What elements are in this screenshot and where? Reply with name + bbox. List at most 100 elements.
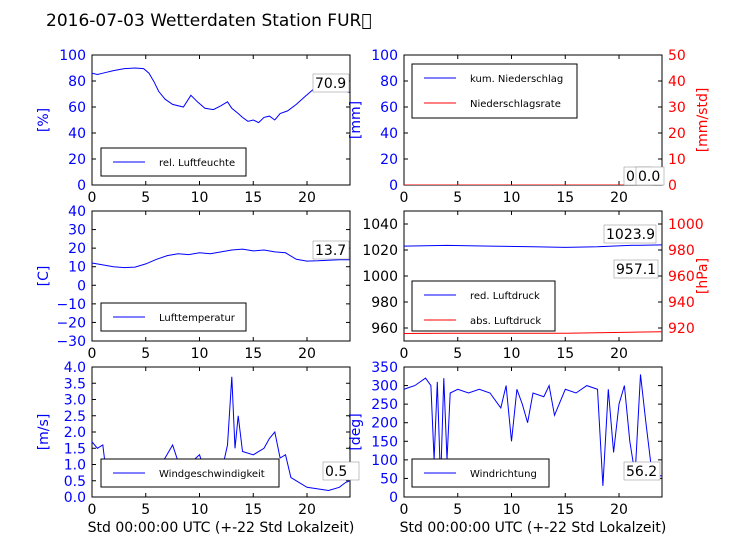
y-tick-label: 2.5 (64, 409, 86, 425)
y-axis-label-right: [mm/std] (695, 88, 711, 153)
y-axis-label: [%] (36, 108, 52, 132)
y-tick-label-right: 20 (668, 126, 686, 142)
chart-humidity: 0 5 10 15 20 0 20 40 60 80 100 [%] rel. Luftfeuchte 7… (36, 48, 351, 206)
series-line-1 (92, 67, 350, 124)
chart-pressure: 0 5 10 15 20 960 980 1000 1020 1040 920 940 960 980 10… (362, 210, 711, 362)
axes-frame (91, 54, 351, 186)
y-tick-label-right: 10 (668, 152, 686, 168)
x-tick-label: 5 (453, 346, 462, 362)
y-tick-label: 0 (77, 178, 86, 194)
y-tick-label-right: 0 (668, 178, 677, 194)
y-tick-label: 40 (68, 126, 86, 142)
y-axis-label-right: [hPa] (695, 258, 711, 294)
x-tick-label: 5 (141, 346, 150, 362)
x-tick-label: 20 (610, 346, 628, 362)
current-value: 56.2 (626, 464, 657, 480)
y-tick-label: 0.5 (64, 474, 86, 490)
y-tick-label-right: 940 (668, 295, 695, 311)
current-value-2: 0.0 (638, 169, 660, 185)
x-tick-label: 10 (191, 346, 209, 362)
x-tick-label: 15 (244, 346, 262, 362)
y-tick-label: 350 (371, 360, 398, 376)
series-line-1 (404, 244, 662, 248)
x-tick-label: 15 (244, 502, 262, 518)
axes-frame (403, 366, 663, 498)
legend-label: kum. Niederschlag (470, 74, 563, 85)
y-tick-label: 1.0 (64, 458, 86, 474)
y-tick-label: 0 (389, 178, 398, 194)
y-tick-label: 1040 (362, 217, 398, 233)
current-value: 13.7 (315, 243, 346, 259)
y-tick-label: 1000 (362, 269, 398, 285)
y-tick-label: −30 (56, 334, 86, 350)
y-axis-label: [deg] (348, 413, 364, 450)
current-value: 0.5 (325, 464, 347, 480)
y-tick-label: 50 (380, 471, 398, 487)
x-tick-label: 10 (191, 190, 209, 206)
legend-box (411, 63, 578, 119)
legend-label: Windgeschwindigkeit (159, 469, 265, 480)
y-tick-label: 2.0 (64, 425, 86, 441)
series-line-1 (404, 374, 662, 486)
axes-frame (91, 210, 351, 342)
chart-wind: 0 5 10 15 200.00.51.01.52.02.53.03.54.0[m/s]… (36, 360, 360, 536)
current-value-2: 957.1 (616, 262, 656, 278)
y-tick-label: 3.0 (64, 393, 86, 409)
y-tick-label: 40 (68, 204, 86, 220)
x-tick-label: 5 (141, 502, 150, 518)
x-tick-label: 5 (453, 502, 462, 518)
x-tick-label: 0 (400, 502, 409, 518)
legend-box (411, 280, 556, 332)
legend-label: Niederschlagsrate (470, 99, 561, 110)
y-tick-label: 20 (68, 152, 86, 168)
y-tick-label-right: 920 (668, 321, 695, 337)
x-tick-label: 10 (191, 502, 209, 518)
value-box (312, 73, 350, 93)
y-tick-label: 80 (380, 74, 398, 90)
y-tick-label: 100 (371, 48, 398, 64)
legend-label: Lufttemperatur (159, 313, 236, 324)
y-tick-label: 10 (68, 260, 86, 276)
y-tick-label: 80 (68, 74, 86, 90)
y-tick-label: 250 (371, 397, 398, 413)
x-tick-label: 15 (244, 190, 262, 206)
x-tick-label: 5 (141, 190, 150, 206)
value-box (312, 240, 350, 260)
y-tick-label: 0.0 (64, 490, 86, 506)
y-tick-label-right: 40 (668, 74, 686, 90)
x-tick-label: 0 (88, 190, 97, 206)
x-tick-label: 10 (503, 346, 521, 362)
current-value: 70.9 (315, 76, 346, 92)
y-tick-label: 100 (371, 453, 398, 469)
y-tick-label: 20 (68, 241, 86, 257)
y-tick-label: −20 (56, 315, 86, 331)
y-tick-label: 60 (68, 100, 86, 116)
y-tick-label: −10 (56, 297, 86, 313)
y-tick-label-right: 980 (668, 243, 695, 259)
x-tick-label: 20 (298, 502, 316, 518)
y-tick-label: 20 (380, 152, 398, 168)
value-box (635, 166, 665, 186)
x-tick-label: 0 (400, 346, 409, 362)
y-axis-label: [C] (36, 266, 52, 287)
y-tick-label: 100 (59, 48, 86, 64)
legend-label: abs. Luftdruck (470, 316, 541, 327)
y-tick-label: 1020 (362, 243, 398, 259)
x-tick-label: 0 (400, 190, 409, 206)
y-tick-label: 3.5 (64, 376, 86, 392)
y-tick-label: 60 (380, 100, 398, 116)
legend-label: red. Luftdruck (470, 291, 540, 302)
series-line-2 (404, 331, 662, 334)
x-tick-label: 20 (298, 346, 316, 362)
value-box (613, 259, 659, 279)
y-tick-label: 40 (380, 126, 398, 142)
y-tick-label-right: 960 (668, 269, 695, 285)
y-tick-label: 960 (371, 321, 398, 337)
y-tick-label-right: 50 (668, 48, 686, 64)
chart-temperature: 0 5 10 15 20 −30 −20 −10 0 10 20 30 40 [C] Lufttempera… (36, 204, 351, 362)
y-tick-label: 980 (371, 295, 398, 311)
x-axis-label: Std 00:00:00 UTC (+-22 Std Lokalzeit) (88, 520, 355, 536)
y-tick-label: 1.5 (64, 441, 86, 457)
